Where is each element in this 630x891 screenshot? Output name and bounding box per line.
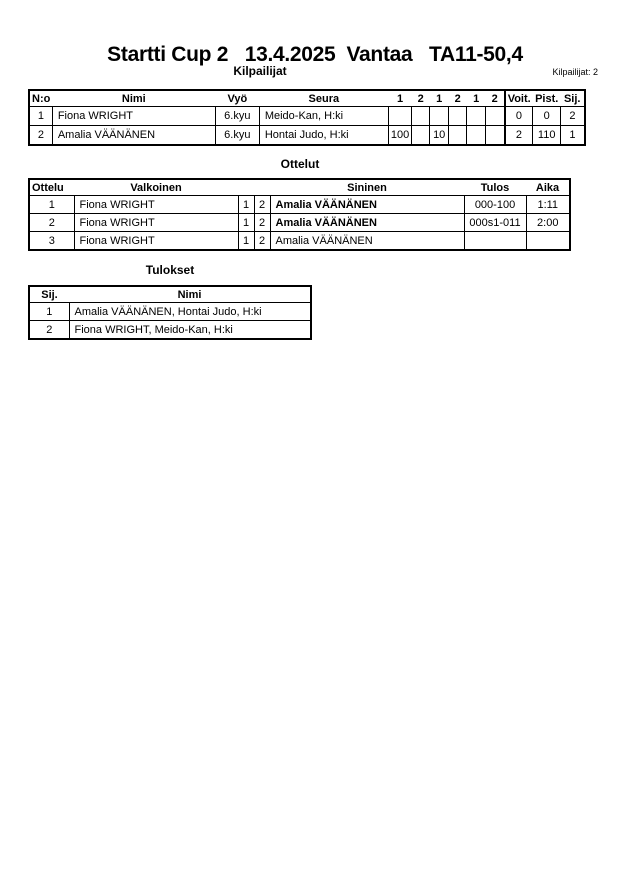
name-cell: Amalia VÄÄNÄNEN — [51, 125, 216, 146]
score-cell: 10 — [429, 125, 450, 146]
match-no-cell: 1 — [28, 195, 75, 214]
place-cell: 1 — [560, 125, 586, 146]
matches-table: Ottelu Valkoinen Sininen Tulos Aika 1 Fi… — [28, 178, 571, 251]
time-cell: 1:11 — [525, 195, 571, 214]
col-header-score-3: 1 — [429, 90, 449, 107]
points-cell: 110 — [532, 125, 562, 146]
blue-no-cell: 2 — [253, 213, 271, 232]
matches-section-heading: Ottelut — [280, 157, 320, 171]
club-cell: Hontai Judo, H:ki — [258, 125, 389, 146]
no-cell: 1 — [28, 106, 53, 126]
score-cell — [466, 125, 487, 146]
col-header-club: Seura — [259, 90, 389, 107]
belt-cell: 6.kyu — [214, 125, 260, 146]
result-cell: 000-100 — [463, 195, 527, 214]
score-cell — [466, 106, 487, 126]
col-header-place: Sij. — [29, 286, 69, 303]
col-header-name: Nimi — [69, 286, 311, 303]
col-header-white: Valkoinen — [74, 179, 238, 196]
score-cell — [485, 106, 506, 126]
results-section-heading: Tulokset — [145, 263, 195, 277]
wins-cell: 0 — [503, 106, 534, 126]
result-row: 2 Fiona WRIGHT, Meido-Kan, H:ki — [28, 320, 312, 340]
blue-name-cell: Amalia VÄÄNÄNEN — [269, 231, 465, 251]
col-header-score-1: 1 — [388, 90, 412, 107]
name-cell: Fiona WRIGHT — [51, 106, 216, 126]
col-header-place: Sij. — [560, 90, 585, 107]
result-row: 1 Amalia VÄÄNÄNEN, Hontai Judo, H:ki — [28, 302, 312, 321]
white-no-cell: 1 — [237, 231, 255, 251]
white-name-cell: Fiona WRIGHT — [73, 213, 239, 232]
col-header-name: Nimi — [52, 90, 216, 107]
score-cell: 100 — [387, 125, 413, 146]
results-header-row: Sij. Nimi — [29, 286, 311, 303]
blue-no-cell: 2 — [253, 195, 271, 214]
match-row: 3 Fiona WRIGHT 1 2 Amalia VÄÄNÄNEN — [28, 231, 571, 251]
place-cell: 2 — [560, 106, 586, 126]
results-table: Sij. Nimi 1 Amalia VÄÄNÄNEN, Hontai Judo… — [28, 285, 312, 340]
wins-cell: 2 — [503, 125, 534, 146]
points-cell: 0 — [532, 106, 562, 126]
name-cell: Amalia VÄÄNÄNEN, Hontai Judo, H:ki — [68, 302, 312, 321]
result-cell: 000s1-011 — [463, 213, 527, 232]
col-header-wins: Voit. — [503, 90, 533, 107]
club-cell: Meido-Kan, H:ki — [258, 106, 389, 126]
competitor-row: 1 Fiona WRIGHT 6.kyu Meido-Kan, H:ki 0 0… — [28, 106, 586, 126]
col-header-time: Aika — [526, 179, 570, 196]
blue-no-cell: 2 — [253, 231, 271, 251]
col-header-blue-no — [254, 179, 270, 196]
competitors-count-label: Kilpailijat: 2 — [552, 67, 598, 77]
match-row: 2 Fiona WRIGHT 1 2 Amalia VÄÄNÄNEN 000s1… — [28, 213, 571, 232]
score-cell — [448, 125, 468, 146]
col-header-belt: Vyö — [215, 90, 260, 107]
match-no-cell: 2 — [28, 213, 75, 232]
match-no-cell: 3 — [28, 231, 75, 251]
col-header-white-no — [238, 179, 254, 196]
score-cell — [429, 106, 450, 126]
place-cell: 1 — [28, 302, 70, 321]
match-row: 1 Fiona WRIGHT 1 2 Amalia VÄÄNÄNEN 000-1… — [28, 195, 571, 214]
competitors-table: N:o Nimi Vyö Seura 1 2 1 2 1 2 Voit. Pis… — [28, 89, 586, 146]
score-cell — [411, 125, 431, 146]
white-no-cell: 1 — [237, 195, 255, 214]
score-cell — [485, 125, 506, 146]
col-header-score-4: 2 — [448, 90, 467, 107]
col-header-score-6: 2 — [485, 90, 505, 107]
score-cell — [411, 106, 431, 126]
competitors-header-row: N:o Nimi Vyö Seura 1 2 1 2 1 2 Voit. Pis… — [29, 90, 585, 107]
col-header-score-2: 2 — [411, 90, 430, 107]
score-cell — [448, 106, 468, 126]
score-cell — [387, 106, 413, 126]
col-header-no: N:o — [29, 90, 53, 107]
place-cell: 2 — [28, 320, 70, 340]
matches-header-row: Ottelu Valkoinen Sininen Tulos Aika — [29, 179, 570, 196]
belt-cell: 6.kyu — [214, 106, 260, 126]
result-cell — [463, 231, 527, 251]
col-header-match: Ottelu — [29, 179, 74, 196]
competitor-row: 2 Amalia VÄÄNÄNEN 6.kyu Hontai Judo, H:k… — [28, 125, 586, 146]
competitors-section-heading: Kilpailijat — [233, 64, 287, 78]
no-cell: 2 — [28, 125, 53, 146]
time-cell — [525, 231, 571, 251]
white-name-cell: Fiona WRIGHT — [73, 231, 239, 251]
time-cell: 2:00 — [525, 213, 571, 232]
name-cell: Fiona WRIGHT, Meido-Kan, H:ki — [68, 320, 312, 340]
blue-name-cell: Amalia VÄÄNÄNEN — [269, 195, 465, 214]
col-header-points: Pist. — [532, 90, 561, 107]
col-header-result: Tulos — [464, 179, 526, 196]
page-title: Startti Cup 2 13.4.2025 Vantaa TA11-50,4 — [107, 43, 523, 66]
blue-name-cell: Amalia VÄÄNÄNEN — [269, 213, 465, 232]
white-no-cell: 1 — [237, 213, 255, 232]
col-header-blue: Sininen — [270, 179, 464, 196]
white-name-cell: Fiona WRIGHT — [73, 195, 239, 214]
col-header-score-5: 1 — [466, 90, 486, 107]
